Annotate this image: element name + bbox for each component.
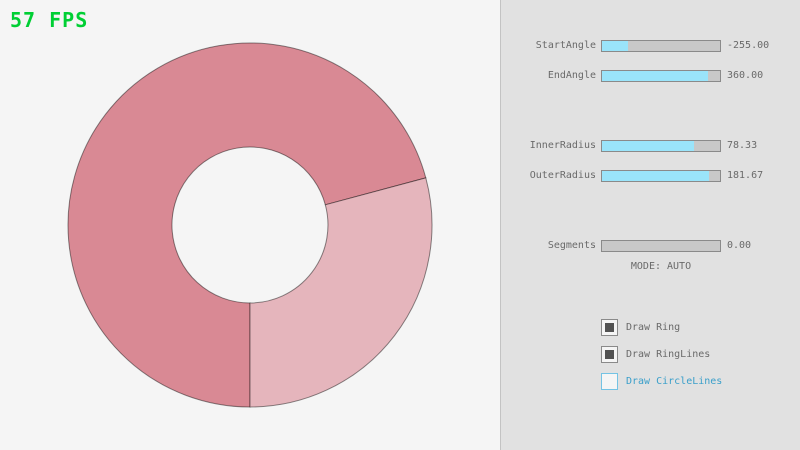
segments-mode-label: MODE: AUTO — [630, 261, 692, 272]
segments-row: Segments 0.00 — [501, 240, 800, 252]
draw-circlelines-label: Draw CircleLines — [626, 376, 723, 387]
outerradius-slider-fill — [602, 171, 710, 181]
outerradius-label: OuterRadius — [529, 170, 596, 181]
startangle-value: -255.00 — [727, 40, 770, 51]
outerradius-row: OuterRadius 181.67 — [501, 170, 800, 182]
outerradius-value: 181.67 — [727, 170, 764, 181]
draw-circlelines-checkbox[interactable]: Draw CircleLines — [601, 373, 722, 390]
draw-ring-label: Draw Ring — [626, 322, 681, 333]
startangle-row: StartAngle -255.00 — [501, 40, 800, 52]
innerradius-row: InnerRadius 78.33 — [501, 140, 800, 152]
draw-ringlines-checkbox[interactable]: Draw RingLines — [601, 346, 710, 363]
control-panel: StartAngle -255.00 EndAngle 360.00 Inner… — [500, 0, 800, 450]
ring-sector-light — [249, 177, 433, 408]
innerradius-slider[interactable] — [601, 140, 721, 152]
startangle-slider-fill — [602, 41, 628, 51]
fps-counter: 57 FPS — [10, 8, 89, 32]
endangle-slider-fill — [602, 71, 709, 81]
endangle-value: 360.00 — [727, 70, 764, 81]
outerradius-slider[interactable] — [601, 170, 721, 182]
draw-ring-checkbox-box[interactable] — [601, 319, 618, 336]
innerradius-slider-fill — [602, 141, 695, 151]
draw-circlelines-checkbox-box[interactable] — [601, 373, 618, 390]
draw-ringlines-label: Draw RingLines — [626, 349, 711, 360]
segments-label: Segments — [547, 240, 596, 251]
endangle-slider[interactable] — [601, 70, 721, 82]
segments-value: 0.00 — [727, 240, 752, 251]
innerradius-label: InnerRadius — [529, 140, 596, 151]
innerradius-value: 78.33 — [727, 140, 758, 151]
startangle-slider[interactable] — [601, 40, 721, 52]
startangle-label: StartAngle — [535, 40, 596, 51]
ring-sector-dark — [67, 42, 427, 408]
endangle-row: EndAngle 360.00 — [501, 70, 800, 82]
draw-ring-checkbox[interactable]: Draw Ring — [601, 319, 680, 336]
segments-slider[interactable] — [601, 240, 721, 252]
draw-ringlines-checkbox-box[interactable] — [601, 346, 618, 363]
endangle-label: EndAngle — [547, 70, 596, 81]
